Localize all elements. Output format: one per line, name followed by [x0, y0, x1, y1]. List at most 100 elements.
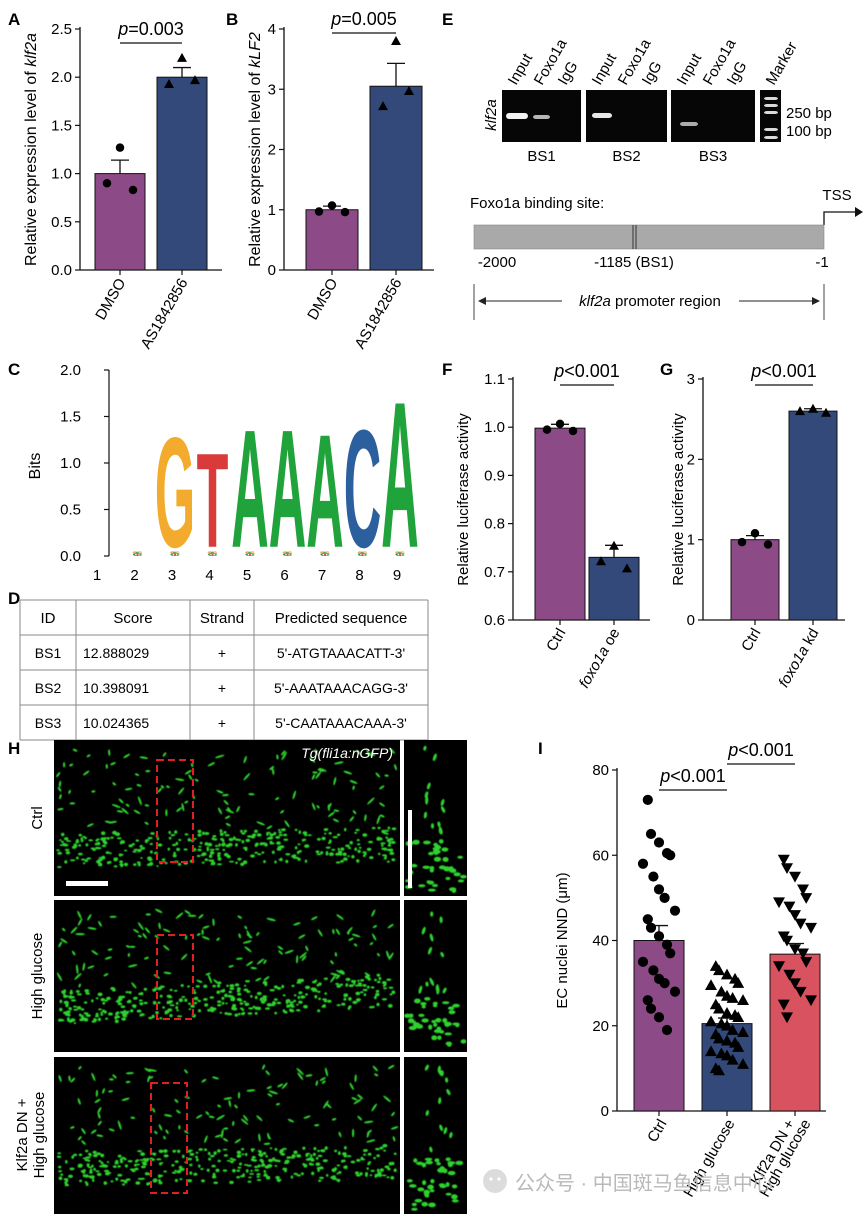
p-symbol: p — [750, 361, 761, 381]
gfp-nucleus — [61, 990, 66, 994]
inset-nucleus — [426, 782, 431, 790]
gfp-nucleus — [58, 1176, 63, 1181]
gfp-nucleus — [256, 821, 265, 826]
gfp-nucleus — [82, 862, 86, 865]
data-point — [391, 36, 401, 46]
gfp-nucleus — [244, 1152, 248, 1157]
gfp-nucleus — [127, 1160, 133, 1163]
gfp-nucleus — [311, 773, 316, 780]
gfp-nucleus — [136, 1163, 140, 1166]
table-header: ID — [41, 610, 56, 627]
gfp-nucleus — [351, 933, 361, 938]
gfp-nucleus — [174, 1160, 179, 1163]
gfp-nucleus — [165, 809, 168, 817]
gfp-nucleus — [290, 1175, 294, 1179]
data-point — [797, 948, 809, 960]
gfp-nucleus — [85, 1149, 89, 1153]
y-tick-label: 1 — [268, 202, 276, 219]
gfp-nucleus — [335, 974, 341, 980]
gfp-nucleus — [226, 854, 231, 859]
gfp-nucleus — [354, 847, 358, 851]
logo-minor-letter: C — [282, 553, 293, 557]
inset-nucleus — [442, 1001, 450, 1005]
p-value-label: p<0.001 — [553, 361, 620, 381]
gfp-nucleus — [78, 852, 83, 856]
inset-nucleus — [425, 1160, 433, 1165]
gfp-nucleus — [251, 1155, 256, 1159]
gfp-nucleus — [349, 816, 355, 822]
gfp-nucleus — [355, 998, 362, 1001]
gfp-nucleus — [91, 1164, 94, 1168]
gfp-nucleus — [184, 833, 189, 836]
p-value: =0.003 — [128, 19, 184, 39]
gfp-nucleus — [75, 932, 85, 936]
gfp-nucleus — [368, 1161, 372, 1164]
gfp-nucleus — [391, 990, 396, 995]
gfp-nucleus — [112, 1074, 117, 1079]
inset-nucleus — [421, 1018, 429, 1023]
gfp-nucleus — [389, 851, 395, 856]
panel-letter-g: G — [660, 360, 673, 379]
gfp-nucleus — [263, 860, 266, 864]
gfp-nucleus — [354, 1171, 360, 1175]
gfp-nucleus — [256, 833, 261, 837]
gfp-nucleus — [323, 828, 329, 831]
x-tick-label: foxo1a kd — [775, 626, 822, 691]
y-tick-label: 1 — [687, 532, 695, 549]
gfp-nucleus — [228, 843, 233, 847]
gfp-nucleus — [366, 1130, 370, 1138]
gfp-nucleus — [248, 1007, 254, 1010]
gfp-nucleus — [207, 842, 213, 847]
data-point — [705, 979, 717, 991]
logo-minor-letter: A — [282, 552, 293, 556]
gfp-nucleus — [159, 994, 163, 998]
gfp-nucleus — [210, 1009, 215, 1013]
data-point — [102, 178, 112, 188]
gfp-nucleus — [169, 1004, 175, 1007]
gfp-nucleus — [112, 1165, 117, 1168]
gfp-nucleus — [240, 1118, 249, 1125]
gfp-nucleus — [217, 1149, 221, 1153]
inset-nucleus — [432, 1001, 438, 1005]
gfp-nucleus — [285, 1000, 289, 1005]
gfp-nucleus — [101, 831, 106, 835]
gfp-nucleus — [77, 1136, 82, 1141]
gfp-nucleus — [250, 966, 257, 970]
gfp-nucleus — [217, 807, 223, 815]
gfp-nucleus — [117, 1002, 123, 1006]
gfp-nucleus — [236, 1169, 240, 1172]
gfp-nucleus — [263, 1142, 271, 1145]
gfp-nucleus — [205, 972, 211, 976]
gfp-nucleus — [357, 1115, 363, 1121]
gfp-nucleus — [59, 844, 65, 846]
gfp-nucleus — [227, 994, 232, 998]
gfp-nucleus — [250, 1158, 255, 1162]
gfp-nucleus — [80, 839, 84, 843]
micrograph-row-2 — [54, 900, 467, 1052]
gfp-nucleus — [366, 749, 370, 755]
gfp-nucleus — [115, 1159, 119, 1163]
inset-nucleus — [429, 977, 435, 986]
gfp-nucleus — [312, 1152, 316, 1157]
gfp-nucleus — [158, 1149, 164, 1153]
gfp-nucleus — [150, 850, 153, 854]
logo-y-tick-label: 0.5 — [60, 502, 81, 519]
gfp-nucleus — [211, 1164, 216, 1168]
gfp-nucleus — [284, 820, 290, 828]
inset-nucleus — [442, 987, 447, 994]
gfp-nucleus — [148, 1016, 153, 1020]
gfp-nucleus — [72, 748, 78, 752]
gfp-nucleus — [119, 860, 123, 864]
gel-lane-label: Input — [674, 50, 706, 88]
gfp-nucleus — [262, 995, 268, 999]
gfp-nucleus — [387, 1167, 391, 1171]
gfp-nucleus — [175, 1006, 179, 1010]
logo-position-label: 5 — [243, 567, 251, 584]
gfp-nucleus — [330, 960, 334, 965]
gfp-nucleus — [316, 853, 322, 856]
inset-nucleus — [429, 1146, 433, 1153]
gfp-nucleus — [206, 848, 209, 852]
x-tick-label: Ctrl — [543, 626, 569, 655]
label-1185: -1185 (BS1) — [594, 254, 674, 271]
gfp-nucleus — [171, 1171, 177, 1174]
